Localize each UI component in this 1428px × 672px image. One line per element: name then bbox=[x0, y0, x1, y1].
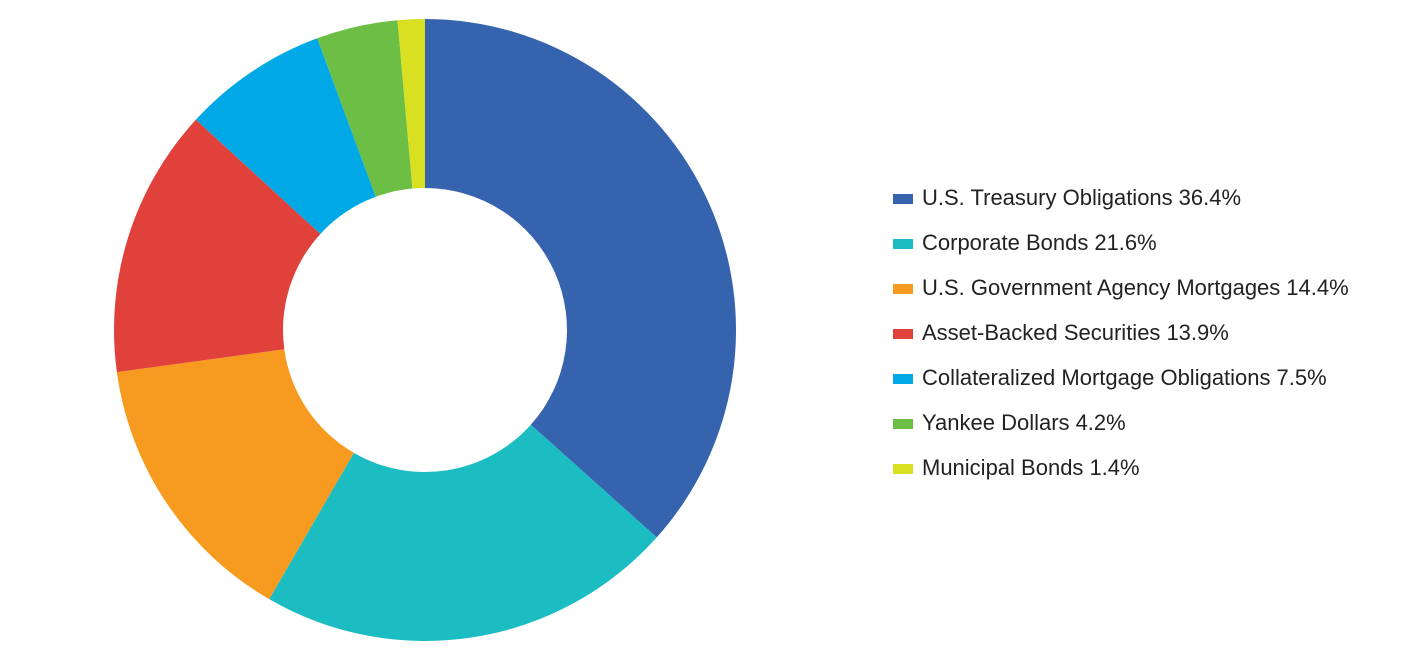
donut-slice bbox=[269, 424, 657, 641]
legend-label: Yankee Dollars bbox=[922, 410, 1070, 435]
legend-value: 13.9% bbox=[1166, 320, 1228, 345]
legend-entry: Asset-Backed Securities 13.9% bbox=[922, 320, 1229, 345]
legend-label: Collateralized Mortgage Obligations bbox=[922, 365, 1271, 390]
legend-label: Municipal Bonds bbox=[922, 455, 1083, 480]
donut-slice bbox=[116, 349, 354, 600]
legend-swatch bbox=[893, 374, 913, 384]
legend-value: 1.4% bbox=[1089, 455, 1139, 480]
legend-label: Asset-Backed Securities bbox=[922, 320, 1160, 345]
legend-value: 21.6% bbox=[1094, 230, 1156, 255]
legend-entry: U.S. Government Agency Mortgages 14.4% bbox=[922, 275, 1349, 300]
legend-swatch bbox=[893, 284, 913, 294]
donut-slice bbox=[114, 119, 321, 373]
donut-slice bbox=[317, 20, 413, 197]
legend-entry: Municipal Bonds 1.4% bbox=[922, 455, 1140, 480]
donut-slice bbox=[397, 19, 425, 189]
legend-swatch bbox=[893, 239, 913, 249]
legend-entry: Yankee Dollars 4.2% bbox=[922, 410, 1126, 435]
legend-label: U.S. Government Agency Mortgages bbox=[922, 275, 1280, 300]
legend-value: 7.5% bbox=[1277, 365, 1327, 390]
legend-entry: U.S. Treasury Obligations 36.4% bbox=[922, 185, 1241, 210]
legend-value: 14.4% bbox=[1286, 275, 1348, 300]
legend-swatch bbox=[893, 194, 913, 204]
legend-swatch bbox=[893, 329, 913, 339]
legend-swatch bbox=[893, 419, 913, 429]
donut-slice bbox=[195, 38, 376, 234]
donut-slice bbox=[425, 19, 736, 538]
legend-entry: Corporate Bonds 21.6% bbox=[922, 230, 1157, 255]
legend-value: 36.4% bbox=[1179, 185, 1241, 210]
legend-label: Corporate Bonds bbox=[922, 230, 1088, 255]
legend-swatch bbox=[893, 464, 913, 474]
legend-entry: Collateralized Mortgage Obligations 7.5% bbox=[922, 365, 1327, 390]
legend-label: U.S. Treasury Obligations bbox=[922, 185, 1173, 210]
legend-value: 4.2% bbox=[1076, 410, 1126, 435]
